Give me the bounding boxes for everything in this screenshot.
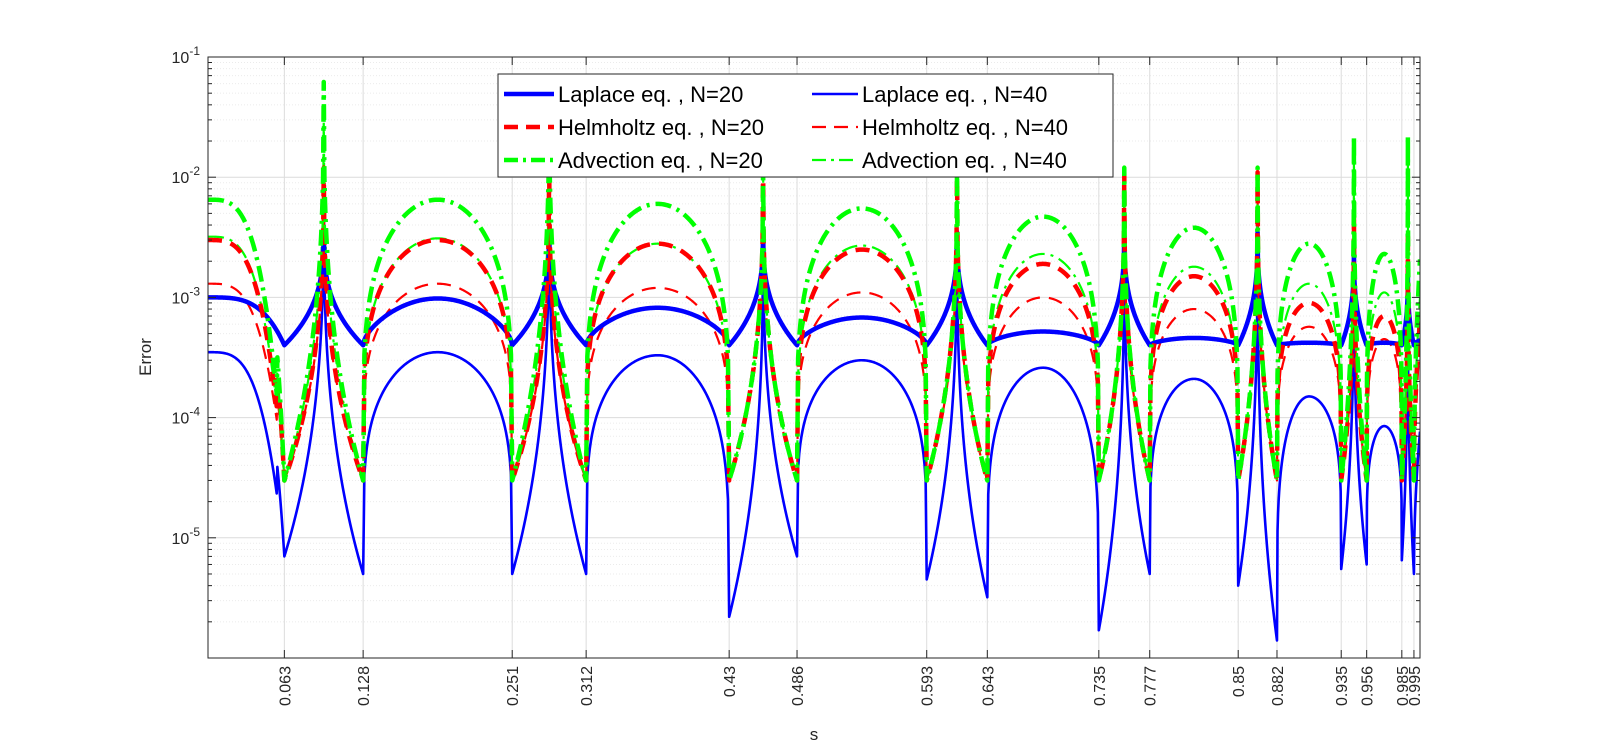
series-line-3 [208,176,1420,482]
x-tick-label: 0.643 [980,666,997,706]
x-tick-label: 0.935 [1334,666,1351,706]
x-tick-labels: 0.063 0.128 0.251 0.312 0.43 0.486 0.593 0.643 0… [277,666,1424,706]
x-tick-label: 0.593 [920,666,937,706]
x-tick-label: 0.486 [790,666,807,706]
legend-label-3: Helmholtz eq. , N=40 [862,115,1068,140]
legend-label-0: Laplace eq. , N=20 [558,82,743,107]
legend-box [497,73,1114,178]
series-line-4 [208,79,1420,483]
y-axis-label: Error [136,338,155,376]
legend: Laplace eq. , N=20 Laplace eq. , N=40 Helm… [497,73,1114,178]
y-tick-label: 10-4 [172,405,201,428]
x-tick-label: 0.063 [277,666,294,706]
x-tick-label: 0.128 [356,666,373,706]
series-lines [208,79,1420,642]
x-tick-label: 0.85 [1231,666,1248,697]
legend-label-4: Advection eq. , N=20 [558,148,763,173]
legend-label-2: Helmholtz eq. , N=20 [558,115,764,140]
x-tick-label: 0.43 [722,666,739,697]
plot-frame [207,56,1421,659]
legend-label-1: Laplace eq. , N=40 [862,82,1047,107]
axis-ticks [208,56,1420,659]
y-tick-label: 10-2 [172,164,201,187]
x-tick-label: 0.956 [1360,666,1377,706]
x-tick-label: 0.777 [1143,666,1160,706]
x-tick-label: 0.312 [579,666,596,706]
y-tick-labels: 10-1 10-2 10-3 10-4 10-5 [172,44,201,548]
x-tick-label: 0.882 [1270,666,1287,706]
x-tick-label: 0.251 [505,666,522,706]
x-tick-label: 0.985 [1395,666,1412,706]
x-axis-label: s [810,725,819,744]
x-tick-label: 0.735 [1092,666,1109,706]
y-tick-label: 10-5 [172,525,201,548]
y-tick-label: 10-3 [172,284,201,307]
y-tick-label: 10-1 [172,44,201,67]
x-tick-label: 0.995 [1407,666,1424,706]
legend-label-5: Advection eq. , N=40 [862,148,1067,173]
